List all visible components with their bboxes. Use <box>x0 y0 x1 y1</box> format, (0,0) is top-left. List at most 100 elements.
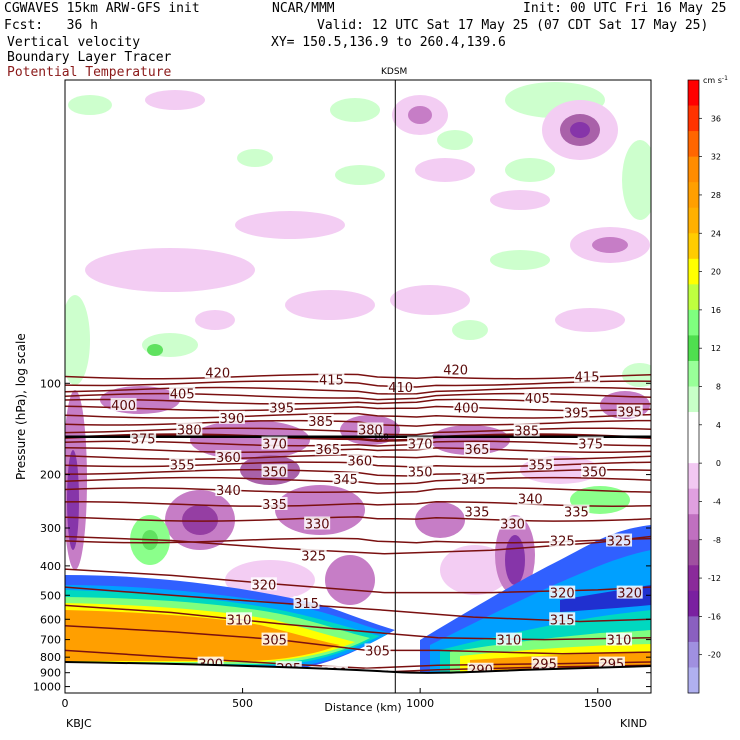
theta-label: 395 <box>617 406 642 421</box>
y-tick-label: 1000 <box>33 681 61 694</box>
theta-label: 405 <box>170 387 195 402</box>
theta-label-bg <box>463 504 490 518</box>
theta-label-bg <box>387 380 414 394</box>
title-left: CGWAVES 15km ARW-GFS init <box>4 1 200 16</box>
marker-station-label: KDSM <box>381 67 408 77</box>
theta-label: 360 <box>347 455 372 470</box>
theta-label: 350 <box>262 465 287 480</box>
x-tick-label: 1000 <box>406 697 434 710</box>
theta-contour-line <box>65 440 651 447</box>
theta-label-bg <box>549 533 576 547</box>
theta-label-bg <box>513 423 540 437</box>
theta-label: 420 <box>205 366 230 381</box>
colorbar-label: 24 <box>711 229 721 238</box>
theta-label-bg <box>215 449 242 463</box>
colorbar-swatch <box>688 105 699 132</box>
y-tick-label: 200 <box>40 469 61 482</box>
marker-level-label: 150 <box>373 433 388 442</box>
theta-label-bg <box>574 369 601 383</box>
theta-label-bg <box>499 516 526 530</box>
colorbar-swatch <box>688 233 699 260</box>
theta-label-bg <box>318 372 345 386</box>
theta-label: 400 <box>111 399 136 414</box>
colorbar-swatch <box>688 80 699 107</box>
theta-label: 395 <box>564 407 589 422</box>
theta-label-bg <box>606 632 633 646</box>
theta-label: 365 <box>465 443 490 458</box>
theta-label-bg <box>293 595 320 609</box>
theta-label: 345 <box>461 473 486 488</box>
theta-label: 390 <box>220 412 245 427</box>
cross-section-endpoints: XY= 150.5,136.9 to 260.4,139.6 <box>271 35 506 50</box>
theta-contour-line <box>65 487 651 494</box>
theta-label-bg <box>524 391 551 405</box>
theta-label: 320 <box>617 587 642 602</box>
colorbar-swatch <box>688 335 699 362</box>
theta-label-bg <box>300 548 327 562</box>
theta-label: 360 <box>216 451 241 466</box>
theta-label: 350 <box>582 465 607 480</box>
theta-contour-line <box>65 398 651 405</box>
forecast-hour: Fcst: 36 h <box>4 18 98 33</box>
theta-label: 325 <box>301 550 326 565</box>
theta-contour-line-315 <box>65 586 651 623</box>
colorbar-swatch <box>688 360 699 387</box>
theta-label-bg <box>261 632 288 646</box>
theta-label-bg <box>616 585 643 599</box>
x-tick-label: 1500 <box>584 697 612 710</box>
colorbar-swatch <box>688 258 699 285</box>
theta-label-bg <box>261 496 288 510</box>
theta-label-bg <box>531 656 558 670</box>
theta-label: 355 <box>170 458 195 473</box>
theta-label: 405 <box>525 392 550 407</box>
colorbar-label: 16 <box>711 306 721 315</box>
theta-label-bg <box>407 464 434 478</box>
theta-contour-line <box>65 433 651 442</box>
theta-label: 335 <box>262 498 287 513</box>
y-tick-label: 800 <box>40 651 61 664</box>
theta-label-bg <box>226 612 253 626</box>
y-tick-label: 900 <box>40 667 61 680</box>
theta-label: 320 <box>251 578 276 593</box>
theta-label-bg <box>577 436 604 450</box>
field-potential-temperature: Potential Temperature <box>7 65 172 80</box>
colorbar-swatch <box>688 463 699 490</box>
theta-contour-line <box>65 380 651 388</box>
colorbar-label: 12 <box>711 344 721 353</box>
theta-contour-line-310 <box>65 604 651 641</box>
theta-label: 380 <box>177 423 202 438</box>
theta-label: 335 <box>564 506 589 521</box>
theta-label-bg <box>563 504 590 518</box>
theta-label-bg <box>407 436 434 450</box>
theta-contour-line-300 <box>65 649 651 669</box>
theta-label: 385 <box>514 424 539 439</box>
colorbar-label: -4 <box>713 497 721 506</box>
theta-label: 370 <box>408 438 433 453</box>
x-tick-label: 0 <box>62 697 69 710</box>
theta-label: 375 <box>131 432 156 447</box>
plot-frame <box>64 79 652 694</box>
theta-label: 400 <box>454 401 479 416</box>
theta-contour-line <box>65 516 651 522</box>
colorbar-swatch <box>688 156 699 183</box>
theta-label-bg <box>364 643 391 657</box>
y-tick-label: 300 <box>40 522 61 535</box>
theta-label: 345 <box>333 473 358 488</box>
theta-label: 415 <box>319 373 344 388</box>
theta-label-bg <box>495 632 522 646</box>
theta-label: 335 <box>465 506 490 521</box>
valid-time: Valid: 12 UTC Sat 17 May 25 (07 CDT Sat … <box>317 18 709 33</box>
theta-label: 365 <box>315 443 340 458</box>
field-vertical-velocity: Vertical velocity <box>7 35 141 50</box>
org-label: NCAR/MMM <box>272 1 335 16</box>
theta-label: 415 <box>575 371 600 386</box>
theta-label-bg <box>204 365 231 379</box>
theta-label: 325 <box>550 535 575 550</box>
theta-label-bg <box>176 422 203 436</box>
theta-label-bg <box>581 464 608 478</box>
theta-label: 315 <box>294 597 319 612</box>
theta-contour-line <box>65 501 651 507</box>
theta-label: 380 <box>358 423 383 438</box>
theta-label: 395 <box>269 401 294 416</box>
